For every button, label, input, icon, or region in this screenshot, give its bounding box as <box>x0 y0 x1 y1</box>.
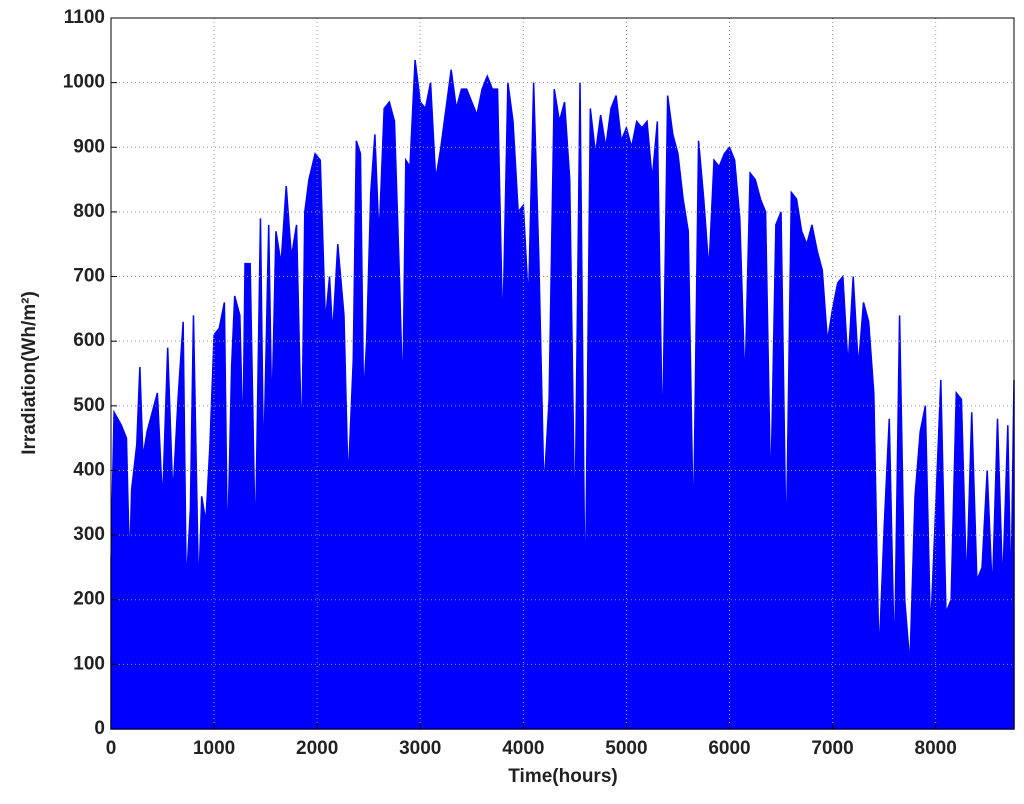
plot-frame <box>110 17 1015 730</box>
y-tick-label: 200 <box>73 589 105 610</box>
x-tick-label: 5000 <box>605 738 647 759</box>
x-tick-label: 7000 <box>811 738 853 759</box>
x-axis-label: Time(hours) <box>508 766 617 787</box>
x-tick-label: 2000 <box>296 738 338 759</box>
x-tick-label: 3000 <box>399 738 441 759</box>
y-tick-label: 900 <box>73 136 105 157</box>
y-axis-label: Irradiation(Wh/m²) <box>19 291 40 455</box>
y-tick-label: 300 <box>73 524 105 545</box>
y-tick-label: 100 <box>73 653 105 674</box>
x-tick-label: 4000 <box>502 738 544 759</box>
y-tick-label: 1000 <box>63 72 105 93</box>
y-tick-label: 0 <box>94 718 105 739</box>
y-tick-label: 800 <box>73 201 105 222</box>
y-tick-label: 600 <box>73 330 105 351</box>
y-tick-label: 500 <box>73 395 105 416</box>
x-tick-label: 6000 <box>708 738 750 759</box>
x-tick-label: 1000 <box>193 738 235 759</box>
area <box>110 59 1015 730</box>
x-tick-label: 0 <box>106 738 117 759</box>
y-tick-label: 700 <box>73 266 105 287</box>
y-tick-label: 400 <box>73 459 105 480</box>
x-tick-label: 8000 <box>915 738 957 759</box>
y-tick-label: 1100 <box>64 7 105 28</box>
